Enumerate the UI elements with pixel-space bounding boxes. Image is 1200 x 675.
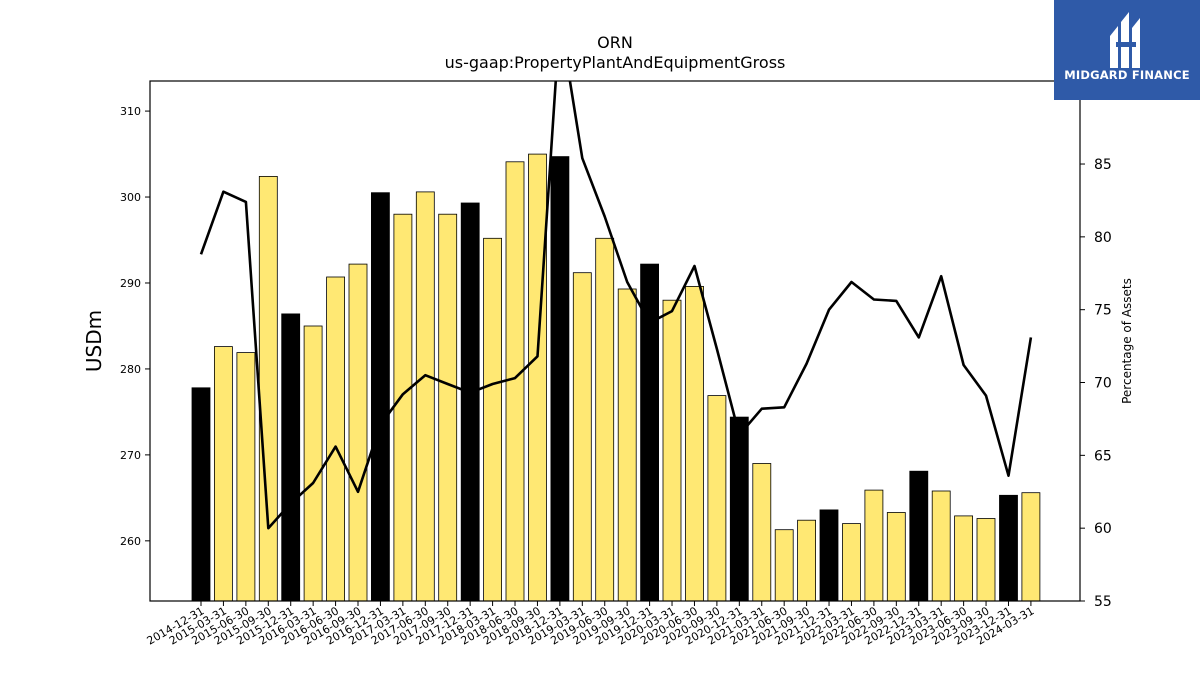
midgard-logo-icon [1110,12,1140,68]
bar [685,285,704,602]
y2-tick-label: 70 [1094,376,1112,392]
bar [595,237,615,602]
bar [819,509,839,602]
bar [954,515,973,602]
bar [281,313,301,602]
bar [393,213,413,602]
y2-tick-label: 80 [1094,230,1112,246]
bar [931,490,951,602]
chart-subtitle: us-gaap:PropertyPlantAndEquipmentGross [445,53,786,72]
bar [909,470,929,602]
bar [258,175,278,602]
bar [707,395,727,602]
y2-tick-label: 65 [1094,448,1112,464]
bar [976,518,996,602]
y2-axis-label: Percentage of Assets [1120,278,1134,404]
y2-tick-label: 60 [1094,521,1112,537]
bar [662,299,682,602]
bar [303,325,323,602]
brand-logo: MIDGARD FINANCE [1054,0,1200,100]
y2-tick-label: 75 [1094,303,1112,319]
bar [640,263,659,602]
bar [460,202,480,602]
bar [729,416,749,602]
bar [505,161,525,602]
line-layer [199,81,1033,530]
y-tick-label: 260 [120,535,141,548]
y-tick-label: 270 [120,449,141,462]
plot-area-frame [149,80,1081,602]
chart-title: ORN [597,33,633,52]
bar [415,191,435,602]
y-tick-label: 310 [120,105,141,118]
y-tick-label: 300 [120,191,141,204]
bar [438,213,458,602]
y-axis-label: USDm [82,310,106,372]
y2-tick-label: 85 [1094,157,1112,173]
y-tick-label: 290 [120,277,141,290]
bar [191,387,211,602]
series-line [199,81,1033,530]
bar [864,489,884,602]
bar [774,529,794,602]
bar [797,519,816,602]
bar [572,272,592,602]
bars-layer [191,153,1041,602]
bar [1021,492,1041,602]
bar [550,156,570,602]
bar [213,346,233,602]
y-tick-label: 280 [120,363,141,376]
bar [999,494,1018,602]
bar [528,153,547,602]
bar [370,192,390,602]
bar [236,352,256,602]
brand-name: MIDGARD FINANCE [1064,68,1190,82]
bar [483,237,503,602]
y2-tick-label: 55 [1094,594,1112,610]
ticks-layer: 260270280290300310556065707580852014-12-… [120,105,1112,647]
bar [617,288,637,602]
bar [842,523,861,602]
bar [752,463,772,602]
bar [348,263,368,602]
bar [326,276,346,602]
bar [886,512,906,602]
